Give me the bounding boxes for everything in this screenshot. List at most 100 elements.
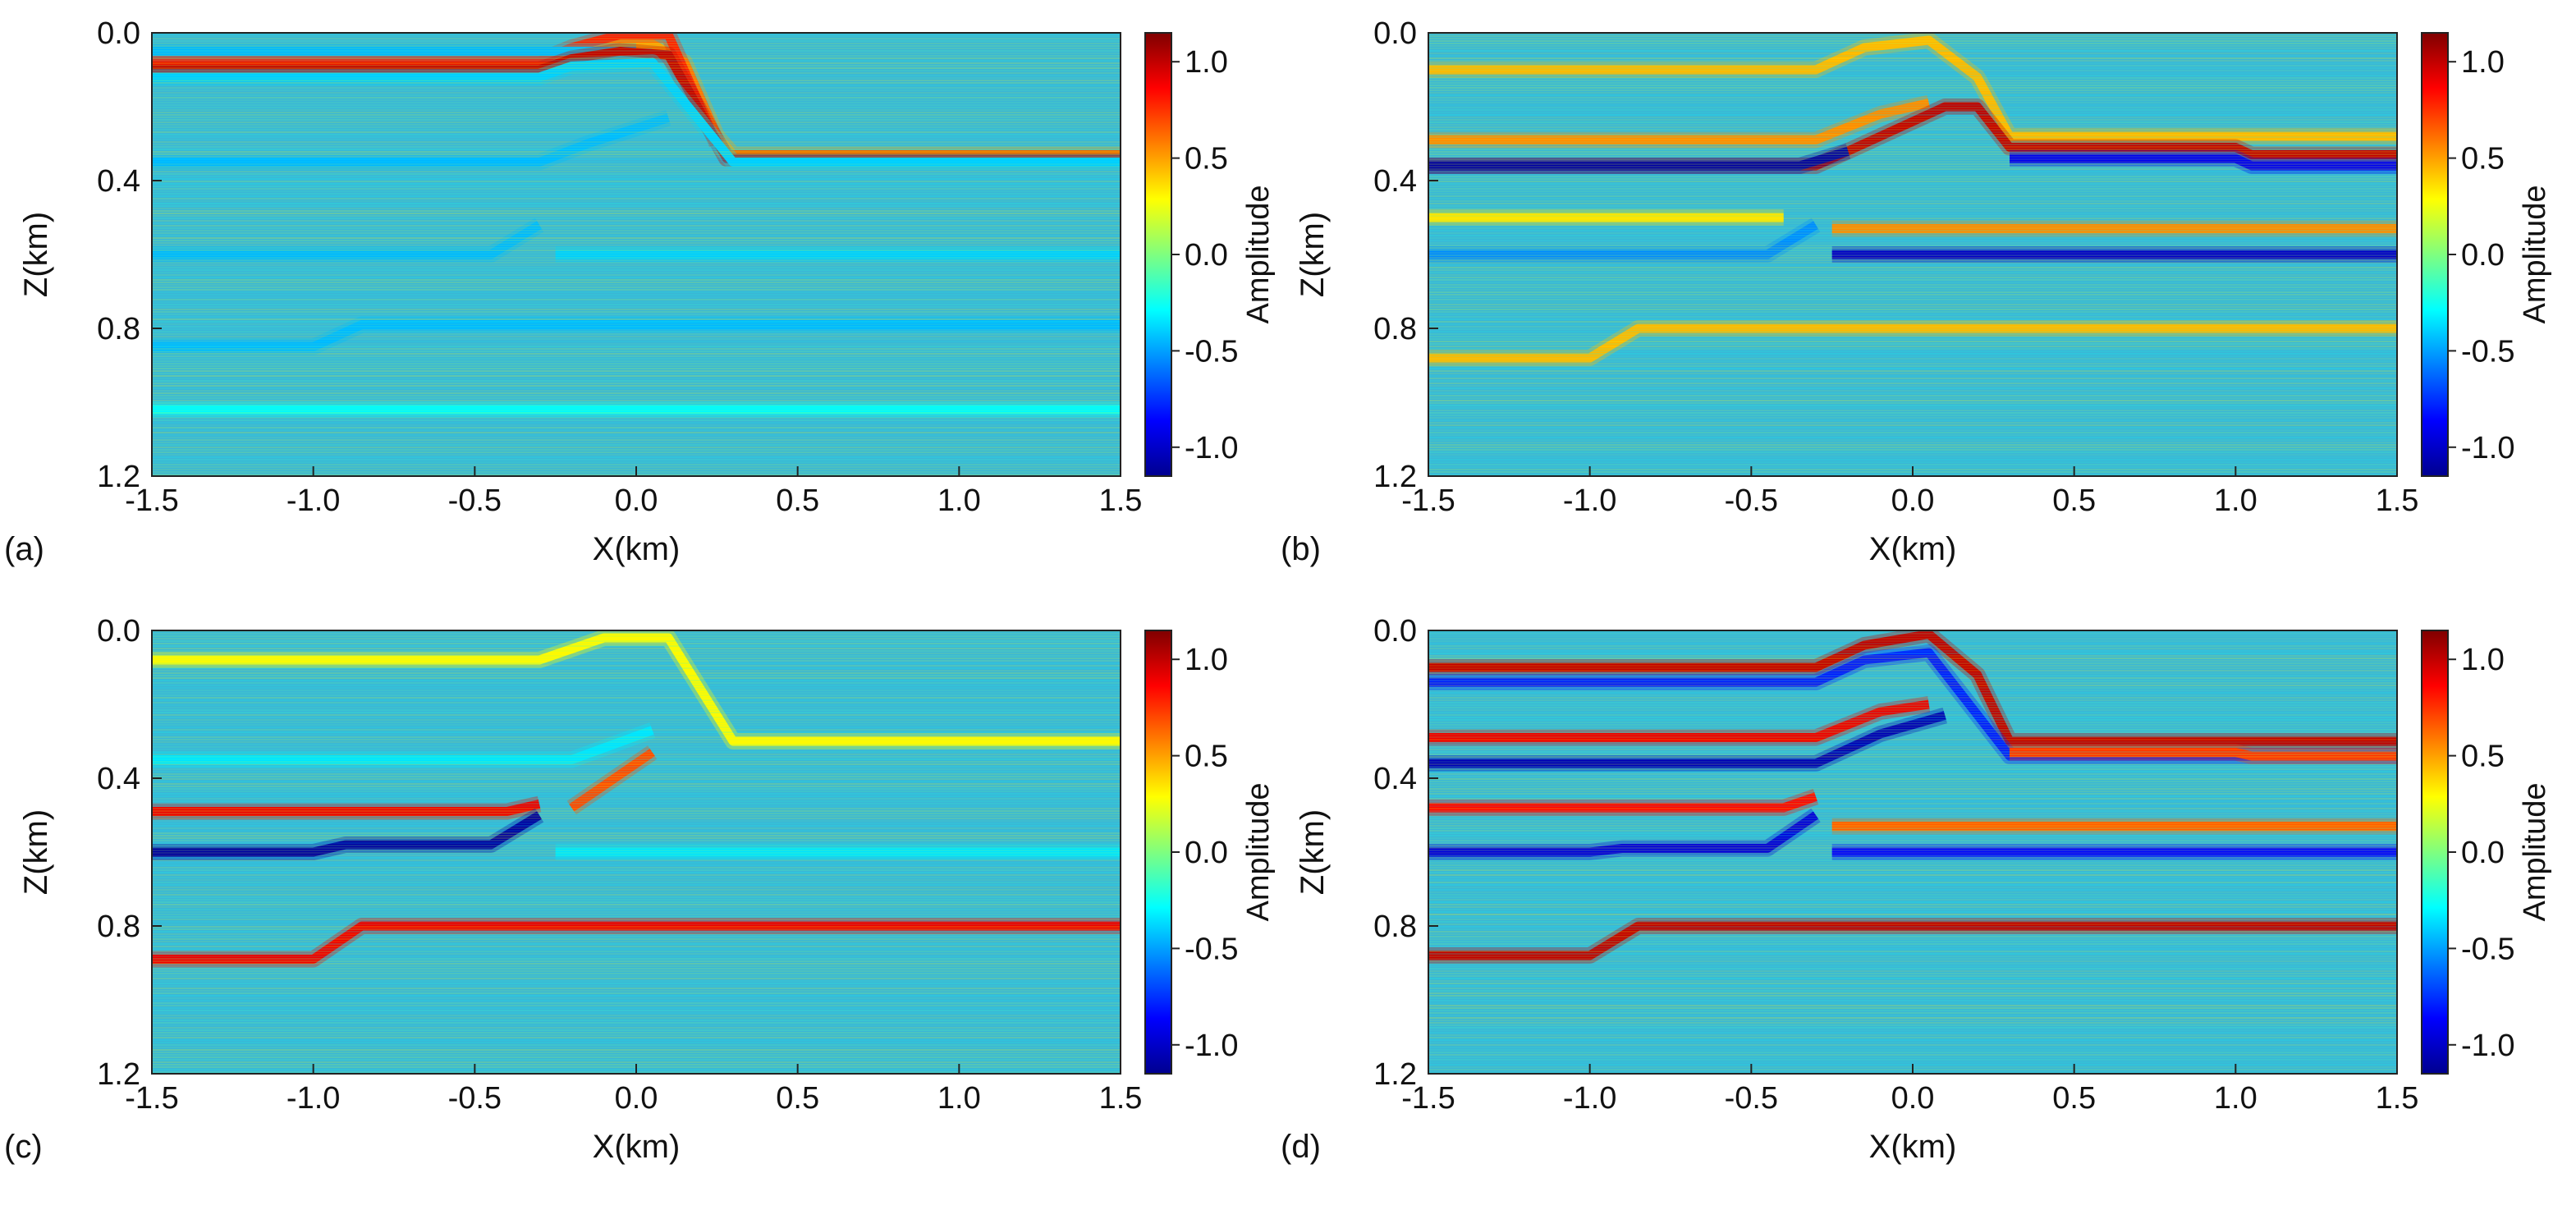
colorbar-tick-label: 0.5: [2461, 142, 2505, 176]
noise-stripe: [152, 842, 1121, 844]
noise-stripe: [152, 729, 1121, 731]
x-tick-label: -1.5: [1401, 484, 1455, 518]
reflector: [152, 811, 542, 857]
reflector: [1428, 146, 1849, 171]
noise-stripe: [152, 746, 1121, 748]
noise-stripe: [1428, 336, 2397, 337]
noise-stripe: [1428, 845, 2397, 846]
reflector: [2010, 154, 2397, 171]
noise-stripe: [1428, 141, 2397, 143]
noise-stripe: [152, 1042, 1121, 1043]
noise-stripe: [1428, 960, 2397, 962]
noise-stripe: [152, 306, 1121, 308]
noise-stripe: [1428, 771, 2397, 772]
noise-stripe: [1428, 444, 2397, 446]
noise-stripe: [152, 405, 1121, 406]
noise-stripe: [1428, 788, 2397, 790]
noise-stripe: [152, 232, 1121, 234]
noise-stripe: [152, 274, 1121, 276]
noise-stripe: [152, 675, 1121, 676]
reflector: [152, 320, 1121, 351]
noise-stripe: [1428, 358, 2397, 360]
noise-stripe: [1428, 662, 2397, 664]
noise-stripe: [1428, 82, 2397, 84]
noise-stripe: [152, 761, 1121, 763]
noise-stripe: [152, 786, 1121, 787]
noise-stripe: [152, 965, 1121, 967]
noise-stripe: [152, 722, 1121, 723]
noise-stripe: [152, 156, 1121, 158]
noise-stripe: [1428, 778, 2397, 780]
noise-stripe: [1428, 1015, 2397, 1016]
noise-stripe: [1428, 53, 2397, 54]
noise-stripe: [1428, 410, 2397, 411]
noise-stripe: [152, 933, 1121, 935]
noise-stripe: [1428, 72, 2397, 74]
noise-stripe: [152, 222, 1121, 224]
noise-stripe: [152, 195, 1121, 197]
x-ticks: -1.5 -1.0 -0.5 0.0 0.5 1.0 1.5: [125, 1064, 1142, 1116]
noise-stripe: [152, 279, 1121, 281]
noise-stripe: [152, 390, 1121, 392]
noise-stripe: [152, 454, 1121, 456]
noise-stripe: [152, 1020, 1121, 1021]
noise-stripe: [1428, 1002, 2397, 1004]
noise-stripe: [152, 355, 1121, 357]
noise-stripe: [152, 899, 1121, 901]
noise-stripe: [152, 358, 1121, 360]
noise-stripe: [152, 795, 1121, 797]
noise-stripe: [1428, 751, 2397, 753]
noise-stripe: [1428, 146, 2397, 148]
panel-label: (a): [4, 531, 44, 567]
noise-stripe: [152, 341, 1121, 342]
noise-stripe: [1428, 333, 2397, 335]
noise-stripe: [1428, 449, 2397, 451]
noise-stripe: [152, 936, 1121, 937]
noise-stripe: [1428, 734, 2397, 736]
noise-stripe: [152, 1029, 1121, 1031]
noise-stripe: [152, 943, 1121, 945]
noise-stripe: [152, 415, 1121, 416]
noise-stripe: [1428, 373, 2397, 374]
noise-stripe: [152, 694, 1121, 696]
noise-stripe: [1428, 289, 2397, 291]
noise-stripe: [1428, 154, 2397, 155]
noise-stripe: [152, 685, 1121, 686]
noise-stripe: [1428, 38, 2397, 39]
noise-stripe: [152, 82, 1121, 84]
noise-stripe: [152, 702, 1121, 704]
noise-stripe: [1428, 151, 2397, 153]
noise-stripe: [1428, 896, 2397, 898]
noise-stripe: [152, 813, 1121, 814]
noise-stripe: [1428, 832, 2397, 834]
noise-stripe: [1428, 855, 2397, 856]
noise-stripe: [1428, 943, 2397, 945]
noise-stripe: [152, 316, 1121, 318]
noise-stripe: [1428, 338, 2397, 340]
noise-stripe: [1428, 222, 2397, 224]
colorbar: 1.0 0.5 0.0 -0.5 -1.0 Amplitude: [2421, 32, 2552, 477]
noise-stripe: [152, 818, 1121, 819]
noise-stripe: [152, 319, 1121, 320]
noise-stripe: [1428, 667, 2397, 669]
y-tick-label: 0.8: [1373, 910, 1417, 944]
noise-stripe: [1428, 640, 2397, 642]
colorbar-label: Amplitude: [2518, 186, 2552, 324]
noise-stripe: [1428, 139, 2397, 140]
noise-stripe: [1428, 857, 2397, 859]
noise-stripe: [1428, 670, 2397, 671]
noise-stripe: [152, 301, 1121, 303]
noise-stripe: [1428, 1042, 2397, 1043]
noise-stripe: [1428, 872, 2397, 873]
noise-stripe: [152, 141, 1121, 143]
noise-stripe: [1428, 321, 2397, 323]
noise-stripe: [1428, 697, 2397, 699]
noise-stripe: [1428, 156, 2397, 158]
noise-stripe: [1428, 798, 2397, 800]
noise-stripe: [152, 1010, 1121, 1011]
noise-stripe: [152, 946, 1121, 947]
noise-stripe: [152, 259, 1121, 261]
noise-stripe: [1428, 370, 2397, 372]
panel-a: -1.5 -1.0 -0.5 0.0 0.5 1.0 1.5 0.0 0.4 0.8 1.2 X(…: [4, 16, 1276, 567]
noise-stripe: [152, 304, 1121, 305]
